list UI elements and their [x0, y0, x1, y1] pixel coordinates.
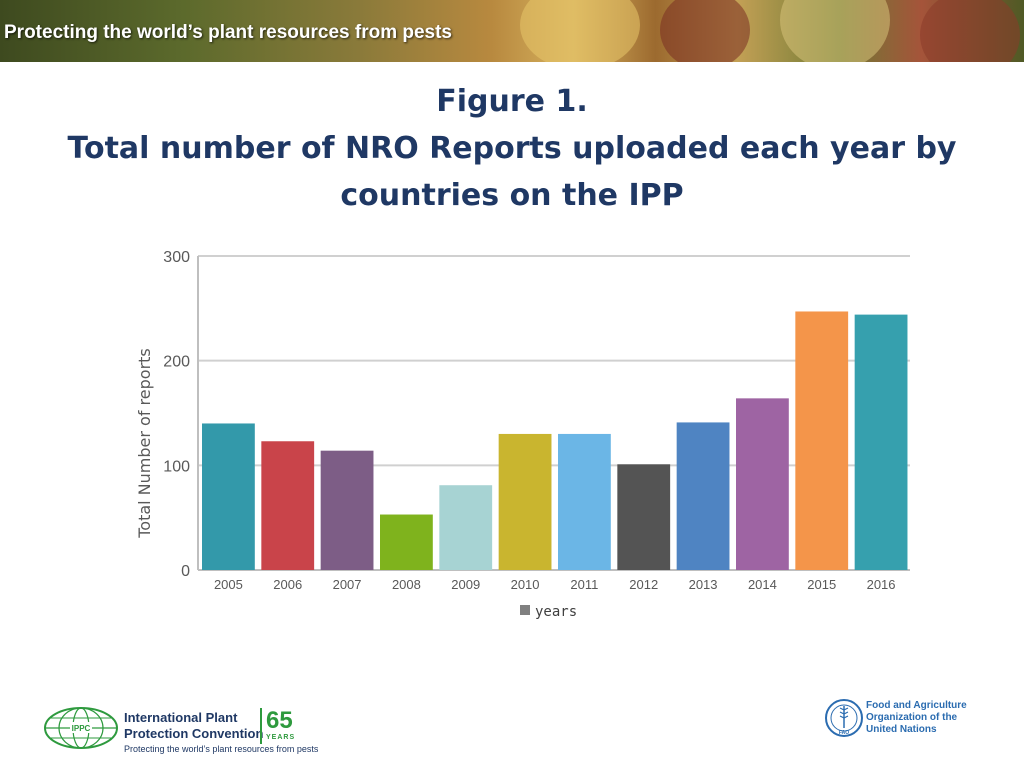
bar-2008 — [380, 514, 433, 570]
y-tick-label: 300 — [163, 249, 190, 266]
banner-decoration — [920, 0, 1020, 62]
ippc-years-number: 65 — [266, 707, 293, 734]
figure-number: Figure 1. — [436, 84, 588, 119]
x-tick-label: 2005 — [214, 577, 243, 592]
fao-logo-block: FAO Food and Agriculture Organization of… — [822, 694, 1002, 744]
x-tick-label: 2016 — [867, 577, 896, 592]
x-tick-label: 2013 — [689, 577, 718, 592]
x-tick-label: 2011 — [570, 577, 598, 592]
bar-2016 — [854, 314, 908, 570]
ippc-years-word: YEARS — [266, 734, 296, 741]
fao-emblem-icon: FAO — [825, 699, 863, 737]
bar-chart: 0 100 200 300 2005 2006 2007 2008 2009 2010 2011 20… — [135, 249, 910, 620]
legend-swatch — [520, 605, 530, 615]
figure-caption-line2: countries on the IPP — [340, 178, 684, 213]
bar-2013 — [676, 422, 730, 570]
banner-decoration — [520, 0, 640, 62]
fao-name: Food and Agriculture Organization of the… — [866, 700, 967, 736]
ippc-65-years-badge: 65 YEARS — [260, 708, 302, 744]
ippc-logo-block: IPPC International Plant Protection Conv… — [42, 700, 342, 762]
fao-name-line2: Organization of the — [866, 712, 958, 723]
bar-2009 — [439, 485, 493, 570]
x-tick-label: 2008 — [392, 577, 421, 592]
bar-2014 — [736, 398, 789, 570]
banner-title: Protecting the world’s plant resources f… — [4, 22, 453, 43]
x-tick-label: 2015 — [807, 577, 836, 592]
bar-2012 — [617, 464, 671, 570]
ippc-name: International Plant Protection Conventio… — [124, 710, 263, 742]
y-axis-label: Total Number of reports — [135, 348, 154, 539]
bar-2011 — [558, 433, 611, 570]
x-tick-label: 2006 — [273, 577, 302, 592]
x-tick-label: 2010 — [511, 577, 540, 592]
ippc-globe-icon: IPPC — [44, 707, 118, 749]
y-tick-label: 200 — [163, 354, 190, 371]
bar-2007 — [320, 450, 374, 570]
x-tick-label: 2012 — [629, 577, 658, 592]
fao-name-line1: Food and Agriculture — [866, 700, 967, 711]
x-tick-label: 2014 — [748, 577, 777, 592]
bar-2010 — [498, 433, 552, 570]
ippc-tagline: Protecting the world’s plant resources f… — [124, 744, 319, 754]
header-banner: Protecting the world’s plant resources f… — [0, 0, 1024, 62]
fao-logo-text: FAO — [839, 730, 849, 736]
bar-2005 — [202, 423, 255, 570]
fao-name-line3: United Nations — [866, 724, 937, 735]
banner-decoration — [660, 0, 750, 62]
y-tick-label: 0 — [181, 563, 190, 580]
banner-decoration — [780, 0, 890, 62]
figure-title: Figure 1. Total number of NRO Reports up… — [0, 78, 1024, 219]
y-tick-label: 100 — [163, 458, 190, 475]
x-tick-label: 2009 — [451, 577, 480, 592]
bar-2015 — [795, 311, 849, 570]
figure-caption-line1: Total number of NRO Reports uploaded eac… — [67, 131, 957, 166]
ippc-name-line2: Protection Convention — [124, 726, 264, 741]
ippc-name-line1: International Plant — [124, 710, 238, 725]
legend-label: years — [535, 604, 577, 620]
ippc-logo-text: IPPC — [72, 724, 91, 733]
bar-2006 — [261, 441, 315, 570]
x-tick-label: 2007 — [333, 577, 362, 592]
